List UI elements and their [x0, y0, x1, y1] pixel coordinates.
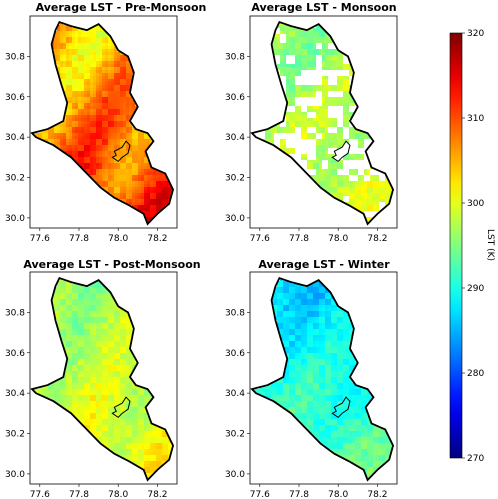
colorbar: LST (K) 270 280 290 300 310 320 [449, 29, 495, 464]
y-tick-label: 30.4 [225, 389, 245, 399]
x-tick-label: 77.8 [69, 490, 89, 499]
lst-raster [33, 22, 174, 224]
panel-post-monsoon: Average LST - Post-Monsoon 77.6 77.8 78.0 7… [5, 258, 201, 499]
colorbar-tick-label: 290 [467, 284, 484, 294]
region-boundary [250, 276, 395, 482]
colorbar-tick-label: 270 [467, 454, 484, 464]
region-boundary [250, 20, 395, 226]
panel-title: Average LST - Winter [258, 258, 390, 271]
x-tick-label: 77.6 [250, 490, 270, 499]
panel-title: Average LST - Post-Monsoon [23, 258, 200, 271]
region-boundary [30, 276, 175, 482]
lst-raster [253, 22, 394, 224]
x-tick-label: 78.0 [328, 490, 348, 499]
y-tick-label: 30.6 [5, 93, 25, 103]
y-tick-label: 30.2 [5, 430, 25, 440]
lst-raster [253, 278, 394, 480]
x-tick-label: 77.8 [289, 234, 309, 244]
plot-frame [249, 271, 398, 485]
x-tick-label: 78.2 [367, 490, 387, 499]
colorbar-label: LST (K) [485, 229, 495, 261]
y-tick-label: 30.2 [225, 174, 245, 184]
y-tick-label: 30.4 [5, 133, 25, 143]
y-tick-label: 30.8 [225, 52, 245, 62]
x-tick-label: 78.2 [147, 490, 167, 499]
plot-frame [29, 271, 178, 485]
inner-boundary [111, 396, 131, 419]
inner-boundary [331, 140, 351, 163]
y-tick-label: 30.0 [225, 214, 245, 224]
colorbar-gradient [449, 32, 463, 459]
y-tick-label: 30.0 [225, 470, 245, 480]
x-tick-label: 78.2 [367, 234, 387, 244]
y-tick-label: 30.8 [225, 308, 245, 318]
y-tick-label: 30.8 [5, 52, 25, 62]
colorbar-tick-label: 280 [467, 369, 484, 379]
panel-monsoon: Average LST - Monsoon 77.6 77.8 78.0 78.2 30… [225, 1, 398, 244]
panel-pre-monsoon: Average LST - Pre-Monsoon 77.6 77.8 78.0 78… [5, 1, 206, 244]
y-tick-label: 30.8 [5, 308, 25, 318]
y-tick-label: 30.2 [225, 430, 245, 440]
x-tick-label: 78.0 [328, 234, 348, 244]
y-tick-label: 30.0 [5, 470, 25, 480]
y-tick-label: 30.4 [225, 133, 245, 143]
colorbar-tick-label: 310 [467, 114, 484, 124]
panel-title: Average LST - Pre-Monsoon [36, 1, 207, 14]
inner-boundary [331, 396, 351, 419]
y-tick-label: 30.6 [225, 349, 245, 359]
region-boundary [30, 20, 175, 226]
colorbar-tick-label: 320 [467, 29, 484, 39]
x-tick-label: 78.0 [108, 490, 128, 499]
plot-frame [249, 15, 398, 229]
x-tick-label: 77.6 [250, 234, 270, 244]
plot-frame [29, 15, 178, 229]
x-tick-label: 78.0 [108, 234, 128, 244]
y-tick-label: 30.6 [5, 349, 25, 359]
y-tick-label: 30.2 [5, 174, 25, 184]
lst-raster [33, 278, 174, 480]
inner-boundary [111, 140, 131, 163]
y-tick-label: 30.6 [225, 93, 245, 103]
y-tick-label: 30.4 [5, 389, 25, 399]
panel-title: Average LST - Monsoon [251, 1, 396, 14]
x-tick-label: 77.6 [30, 234, 50, 244]
x-tick-label: 77.8 [69, 234, 89, 244]
x-tick-label: 78.2 [147, 234, 167, 244]
panel-winter: Average LST - Winter 77.6 77.8 78.0 78.2 30.… [225, 258, 398, 499]
x-tick-label: 77.6 [30, 490, 50, 499]
x-tick-label: 77.8 [289, 490, 309, 499]
colorbar-tick-label: 300 [467, 199, 484, 209]
y-tick-label: 30.0 [5, 214, 25, 224]
